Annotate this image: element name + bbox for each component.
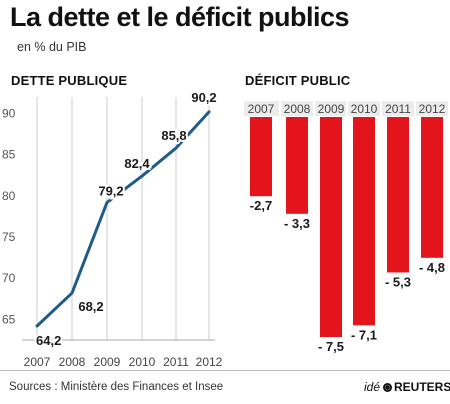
source-note: Sources : Ministère des Finances et Inse… bbox=[9, 381, 224, 393]
data-label-halo: 64,2 bbox=[36, 333, 61, 348]
deficit-bar bbox=[320, 117, 342, 337]
x-tick-label: 2012 bbox=[196, 355, 223, 369]
debt-line-chart: 65 70 75 80 85 90 2007 2008 2009 2010 2011 2012 64,2… bbox=[2, 88, 223, 369]
data-label-halo: 90,2 bbox=[191, 90, 216, 105]
x-tick-label: 2011 bbox=[163, 355, 189, 369]
data-label-halo: 85,8 bbox=[161, 128, 186, 143]
category-label: 2012 bbox=[419, 102, 446, 116]
data-label: 90,2 bbox=[191, 90, 216, 105]
data-label-halo: 82,4 bbox=[124, 156, 150, 171]
x-tick-label: 2008 bbox=[59, 355, 86, 369]
page-subtitle: en % du PIB bbox=[17, 40, 87, 54]
bar-value-label: - 3,3 bbox=[284, 216, 310, 231]
data-label: 68,2 bbox=[78, 299, 103, 314]
credit-brand: REUTERS bbox=[394, 380, 450, 394]
category-label: 2008 bbox=[284, 102, 311, 116]
bar-value-label: -2,7 bbox=[250, 198, 272, 213]
category-label: 2007 bbox=[248, 102, 275, 116]
bar-value-label: - 5,3 bbox=[385, 274, 411, 289]
data-label: 79,2 bbox=[98, 183, 123, 198]
x-tick-label: 2009 bbox=[94, 355, 121, 369]
y-tick-label: 75 bbox=[2, 230, 16, 244]
y-tick-label: 85 bbox=[2, 148, 16, 162]
y-tick-label: 65 bbox=[2, 312, 16, 326]
page-title: La dette et le déficit publics bbox=[10, 2, 350, 32]
y-tick-label: 70 bbox=[2, 271, 16, 285]
data-label: 85,8 bbox=[161, 128, 186, 143]
deficit-bar-chart: 2007 2008 2009 2010 2011 2012 -2,7 - 3,3 - 7,5 - … bbox=[244, 101, 448, 354]
data-label: 64,2 bbox=[36, 333, 61, 348]
deficit-bar bbox=[250, 117, 272, 197]
data-label-halo: 79,2 bbox=[98, 183, 123, 198]
y-tick-label: 90 bbox=[2, 106, 16, 120]
bar-value-label: - 7,5 bbox=[318, 339, 344, 354]
category-label: 2009 bbox=[318, 102, 345, 116]
y-tick-label: 80 bbox=[2, 189, 16, 203]
data-label-halo: 68,2 bbox=[78, 299, 103, 314]
data-label: 82,4 bbox=[124, 156, 150, 171]
credit-logo: idé REUTERS bbox=[364, 380, 450, 394]
credit-prefix: idé bbox=[364, 380, 381, 394]
deficit-bar bbox=[286, 117, 308, 214]
bar-value-label: - 7,1 bbox=[351, 327, 377, 342]
category-label: 2011 bbox=[385, 102, 411, 116]
deficit-chart-title: DÉFICIT PUBLIC bbox=[245, 73, 351, 88]
footer-divider bbox=[0, 370, 450, 371]
bar-value-label: - 4,8 bbox=[419, 260, 445, 275]
debt-chart-title: DETTE PUBLIQUE bbox=[11, 73, 128, 88]
deficit-bar bbox=[353, 117, 375, 326]
x-tick-label: 2007 bbox=[24, 355, 51, 369]
x-tick-label: 2010 bbox=[129, 355, 156, 369]
debt-series-line bbox=[35, 110, 211, 328]
reuters-dots-icon bbox=[383, 383, 393, 392]
deficit-bar bbox=[387, 117, 409, 273]
category-label: 2010 bbox=[351, 102, 378, 116]
deficit-bar bbox=[421, 117, 443, 258]
